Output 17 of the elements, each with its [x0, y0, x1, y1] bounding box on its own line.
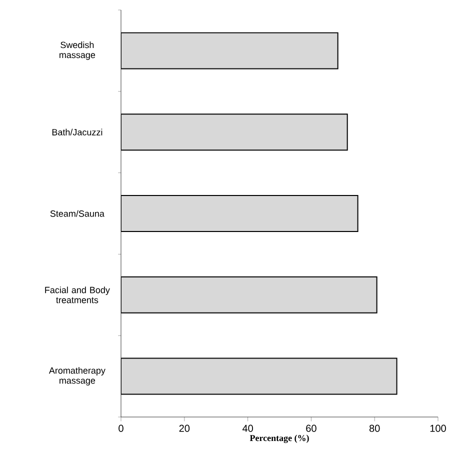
x-tick-label: 0: [118, 424, 124, 432]
y-tick-label: Bath/Jacuzzi: [52, 128, 102, 136]
bar: [121, 358, 398, 395]
y-tick-label: Aromatherapy massage: [48, 367, 106, 386]
y-tick-label: Swedish massage: [60, 42, 96, 60]
x-tick-label: 60: [306, 424, 316, 432]
x-tick-label: 40: [242, 424, 253, 432]
x-tick-label: 100: [430, 424, 446, 432]
x-tick-label: 80: [369, 424, 380, 432]
bar: [121, 32, 338, 70]
bar: [121, 276, 378, 314]
y-tick-label: Facial and Body treatments: [45, 286, 110, 304]
x-axis-title: Percentage (%): [250, 434, 309, 443]
bar: [121, 114, 348, 151]
y-tick-label: Steam/Sauna: [50, 210, 104, 217]
x-tick-label: 20: [179, 424, 190, 432]
bar: [121, 195, 358, 232]
